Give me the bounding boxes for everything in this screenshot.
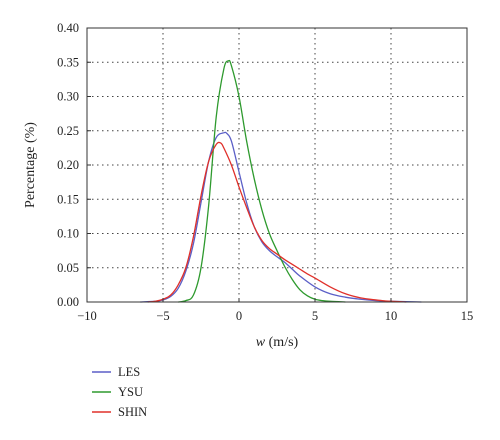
series-line-shin (148, 142, 406, 302)
y-tick-label: 0.05 (57, 261, 79, 275)
legend-label-shin: SHIN (118, 405, 147, 419)
x-tick-label: −10 (77, 309, 97, 323)
x-tick-label: 10 (385, 309, 398, 323)
x-tick-label: 0 (236, 309, 242, 323)
y-tick-label: 0.35 (57, 55, 79, 69)
y-tick-label: 0.25 (57, 124, 79, 138)
y-tick-label: 0.00 (57, 295, 79, 309)
y-tick-label: 0.40 (57, 21, 79, 35)
grid-layer (87, 28, 467, 302)
x-axis-title: w (m/s) (256, 335, 299, 350)
x-tick-label: −5 (156, 309, 169, 323)
x-tick-label: 5 (312, 309, 318, 323)
legend-label-les: LES (118, 365, 140, 379)
y-axis-title: Percentage (%) (23, 122, 38, 208)
legend-label-ysu: YSU (118, 385, 143, 399)
y-tick-label: 0.30 (57, 90, 79, 104)
x-tick-label: 15 (461, 309, 474, 323)
y-tick-label: 0.10 (57, 227, 79, 241)
legend: LES YSU SHIN (92, 365, 147, 419)
y-tick-label: 0.20 (57, 158, 79, 172)
y-tick-label: 0.15 (57, 192, 79, 206)
x-axis-title-unit: (m/s) (265, 335, 298, 350)
tick-layer: −10 −5 0 5 10 15 0.00 0.05 0.10 0.15 0.20 0.25 0.30 0… (57, 21, 473, 323)
